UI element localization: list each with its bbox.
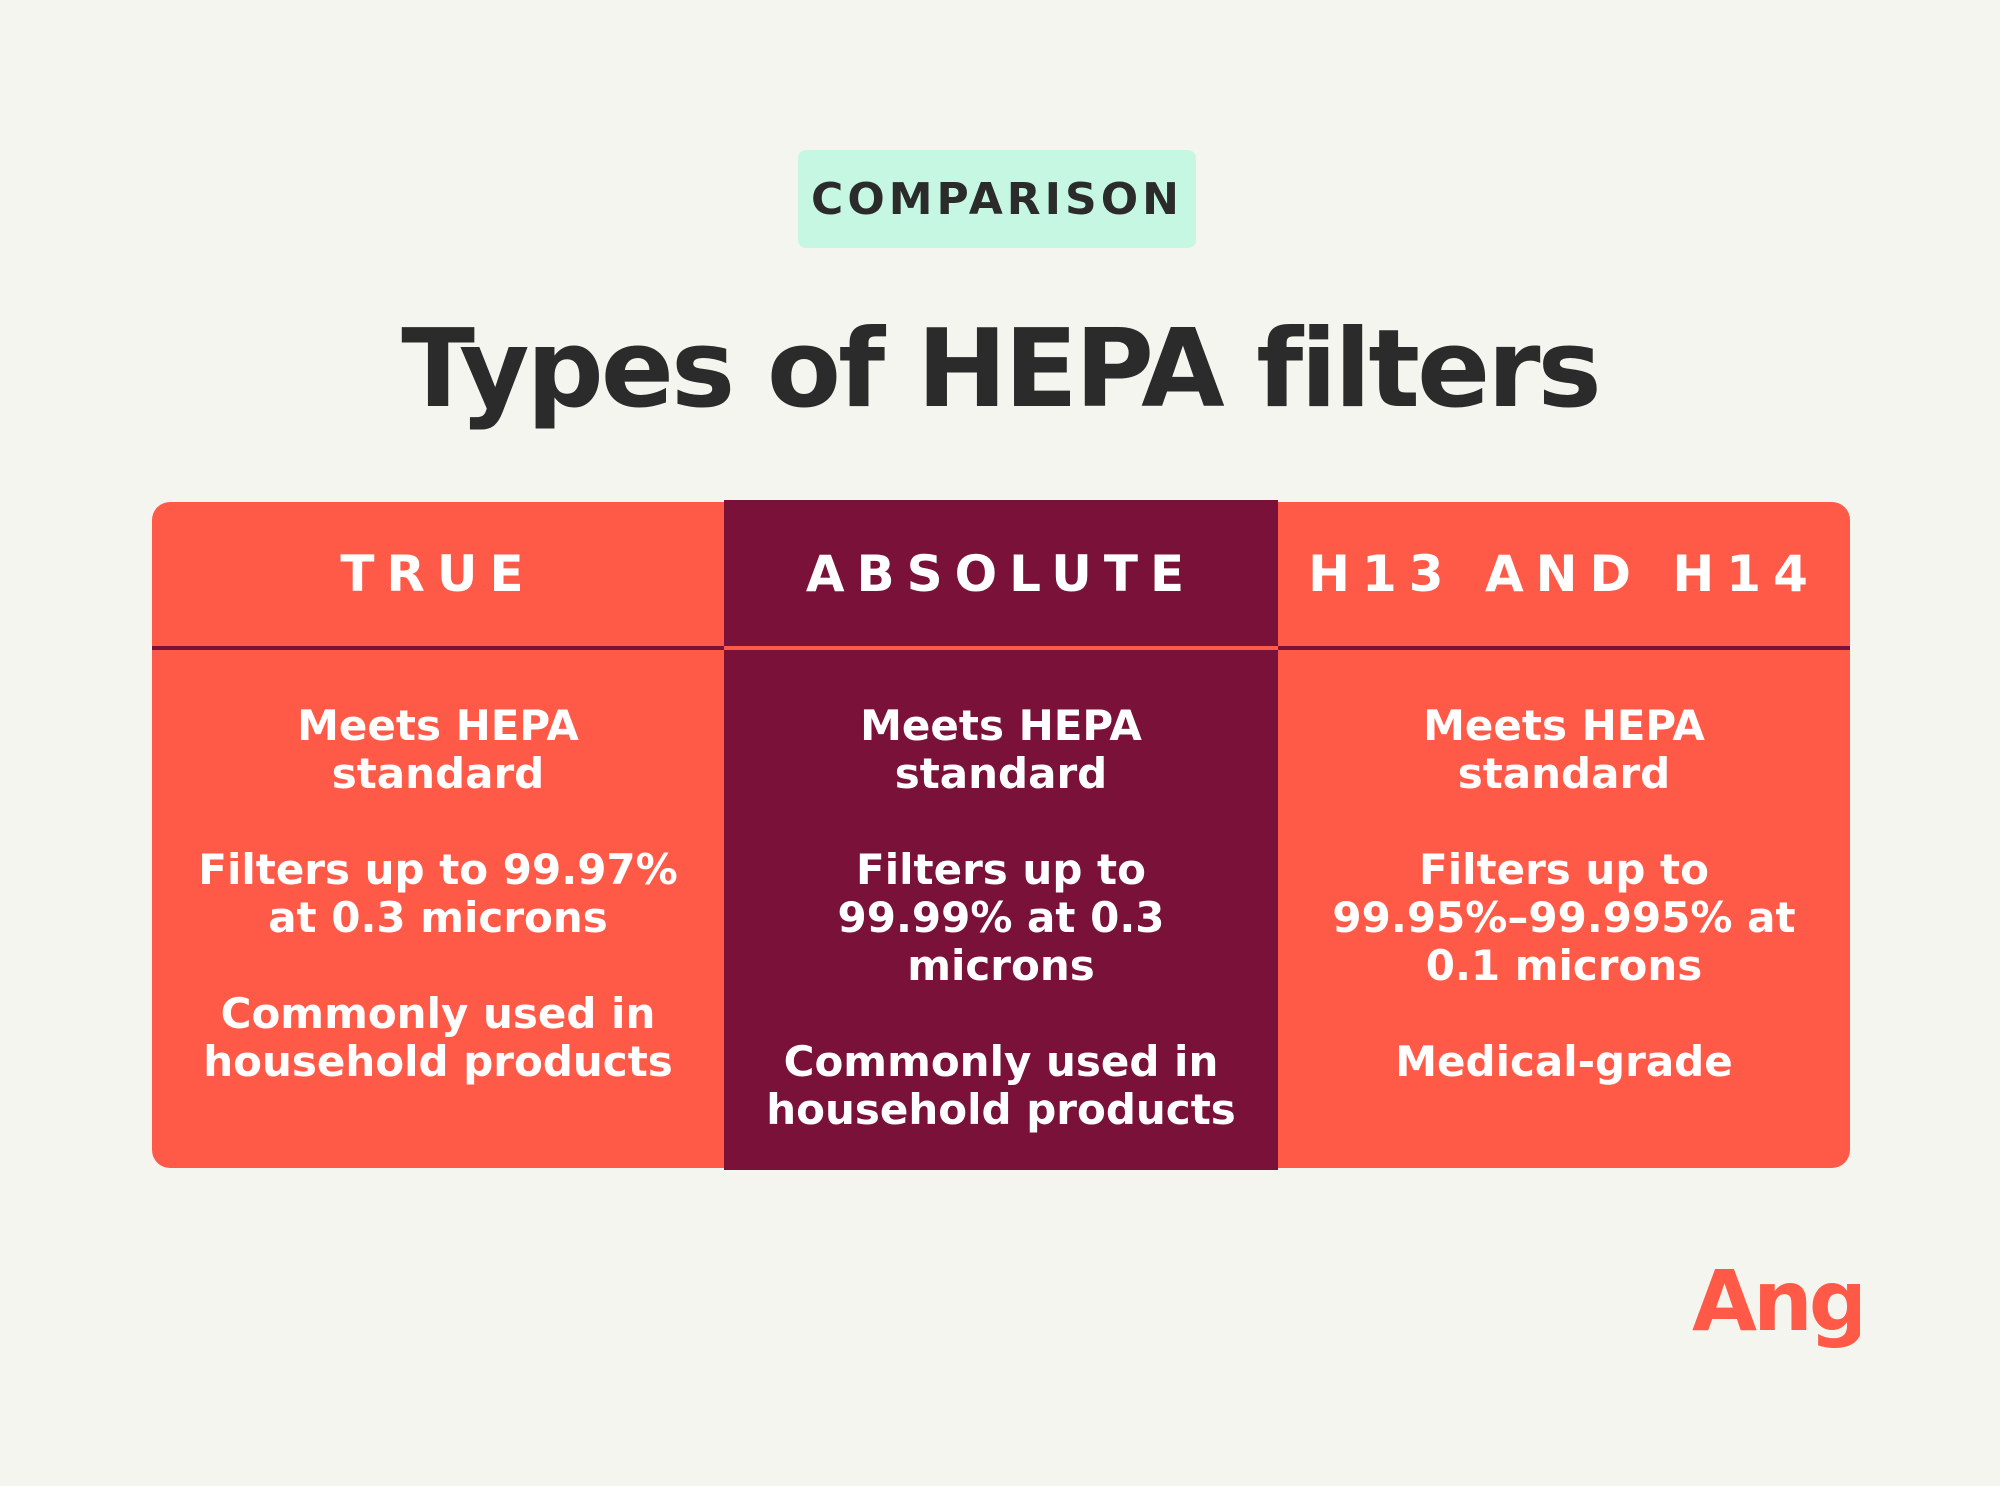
feature-standard: Meets HEPA standard <box>1423 701 1705 798</box>
column-body: Meets HEPA standard Filters up to 99.99%… <box>724 702 1278 1182</box>
header-divider <box>152 646 724 650</box>
column-header: TRUE <box>340 545 536 603</box>
category-badge: COMPARISON <box>798 150 1196 248</box>
comparison-table: TRUE Meets HEPA standard Filters up to 9… <box>152 500 1850 1170</box>
feature-efficiency: Filters up to 99.95%–99.995% at 0.1 micr… <box>1332 845 1796 990</box>
page-title: Types of HEPA filters <box>401 307 1602 432</box>
feature-efficiency: Filters up to 99.97% at 0.3 microns <box>198 845 678 942</box>
feature-usage: Commonly used in household products <box>203 989 673 1086</box>
header-divider <box>1278 646 1850 650</box>
angi-logo: Angi <box>1692 1254 1860 1350</box>
column-h13-h14: H13 AND H14 Meets HEPA standard Filters … <box>1278 502 1850 1168</box>
column-header: ABSOLUTE <box>805 545 1197 603</box>
column-body: Meets HEPA standard Filters up to 99.95%… <box>1278 702 1850 1134</box>
feature-standard: Meets HEPA standard <box>860 701 1142 798</box>
feature-standard: Meets HEPA standard <box>297 701 579 798</box>
feature-usage: Medical-grade <box>1395 1037 1733 1086</box>
header-divider <box>724 646 1278 650</box>
column-true: TRUE Meets HEPA standard Filters up to 9… <box>152 502 724 1168</box>
column-absolute: ABSOLUTE Meets HEPA standard Filters up … <box>724 500 1278 1170</box>
column-header: H13 AND H14 <box>1308 545 1820 603</box>
feature-usage: Commonly used in household products <box>766 1037 1236 1134</box>
angi-logo-text: Angi <box>1692 1254 1860 1350</box>
feature-efficiency: Filters up to 99.99% at 0.3 microns <box>837 845 1165 990</box>
column-body: Meets HEPA standard Filters up to 99.97%… <box>152 702 724 1134</box>
